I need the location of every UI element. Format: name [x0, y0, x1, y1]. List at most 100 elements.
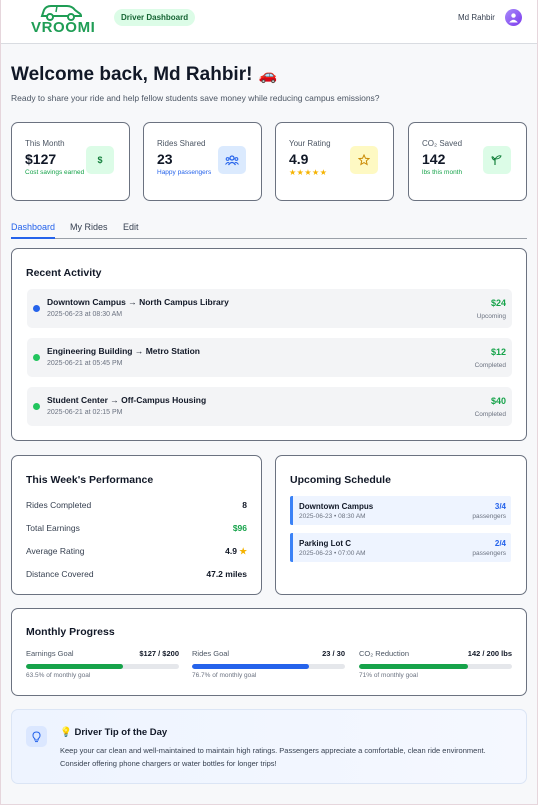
avatar[interactable]: [505, 9, 522, 26]
section-title: Upcoming Schedule: [290, 474, 391, 486]
goal-label: Rides Goal: [192, 649, 230, 658]
schedule-item[interactable]: Downtown Campus 2025-06-23 • 08:30 AM 3/…: [290, 496, 511, 525]
goal-value: 142 / 200 lbs: [467, 649, 512, 658]
stat-card-co2-saved: CO₂ Saved 142 lbs this month: [408, 122, 527, 201]
ride-status: Completed: [474, 411, 506, 418]
progress-bar: [359, 664, 512, 669]
monthly-progress-card: Monthly Progress Earnings Goal $127 / $2…: [11, 608, 527, 696]
performance-card: This Week's Performance Rides Completed …: [11, 455, 262, 595]
car-logo-icon: [40, 5, 83, 21]
welcome-title: Welcome back, Md Rahbir! 🚗: [11, 64, 277, 86]
star-icon: [350, 146, 378, 174]
perf-row: Rides Completed 8: [26, 500, 247, 510]
perf-label: Total Earnings: [26, 523, 80, 533]
tab-my-rides[interactable]: My Rides: [70, 222, 108, 232]
car-emoji-icon: 🚗: [258, 67, 278, 84]
list-item[interactable]: Engineering Building → Metro Station 202…: [27, 338, 512, 377]
schedule-location: Downtown Campus: [299, 502, 374, 511]
stat-value: 142: [422, 151, 446, 167]
lightbulb-icon: [26, 726, 47, 747]
stat-note: Happy passengers: [157, 169, 212, 176]
stat-value: 4.9: [289, 151, 309, 167]
dollar-icon: $: [86, 146, 114, 174]
star-icon: ★: [239, 546, 247, 556]
schedule-item[interactable]: Parking Lot C 2025-06-23 • 07:00 AM 2/4 …: [290, 533, 511, 562]
ride-route: Downtown Campus → North Campus Library: [47, 297, 229, 307]
passenger-unit: passengers: [472, 550, 506, 557]
schedule-time: 2025-06-23 • 08:30 AM: [299, 513, 366, 520]
ride-route: Student Center → Off-Campus Housing: [47, 395, 207, 405]
welcome-subtitle: Ready to share your ride and help fellow…: [11, 93, 380, 103]
stat-label: CO₂ Saved: [422, 139, 463, 148]
ride-route: Engineering Building → Metro Station: [47, 346, 200, 356]
ride-amount: $40: [490, 396, 506, 406]
tip-title-text: Driver Tip of the Day: [74, 727, 168, 738]
ride-status: Completed: [474, 362, 506, 369]
rating-stars: ★★★★★: [289, 168, 328, 177]
goal-percent: 71% of monthly goal: [359, 672, 418, 679]
status-dot: [33, 403, 40, 410]
list-item[interactable]: Downtown Campus → North Campus Library 2…: [27, 289, 512, 328]
stat-label: Your Rating: [289, 139, 331, 148]
stat-label: This Month: [25, 139, 65, 148]
stat-card-this-month: This Month $127 Cost savings earned $: [11, 122, 130, 201]
passenger-count: 3/4: [494, 502, 506, 511]
ride-time: 2025-06-21 at 02:15 PM: [47, 409, 123, 416]
brand-name[interactable]: VROOMI: [31, 19, 96, 36]
goal-label: CO₂ Reduction: [359, 649, 410, 658]
tab-dashboard[interactable]: Dashboard: [11, 221, 56, 239]
welcome-text: Welcome back, Md Rahbir!: [11, 64, 253, 85]
perf-row: Total Earnings $96: [26, 523, 247, 533]
tip-text: Keep your car clean and well-maintained …: [60, 746, 486, 768]
perf-label: Distance Covered: [26, 569, 94, 579]
progress-fill: [26, 664, 124, 669]
user-icon: [509, 13, 518, 23]
progress-fill: [192, 664, 310, 669]
passenger-count: 2/4: [494, 539, 506, 548]
progress-bar: [192, 664, 345, 669]
ride-time: 2025-06-21 at 05:45 PM: [47, 360, 123, 367]
perf-value: 8: [242, 500, 247, 510]
top-header: VROOMI Driver Dashboard Md Rahbir: [1, 0, 537, 44]
goal-percent: 63.5% of monthly goal: [26, 672, 91, 679]
stat-note: Cost savings earned: [25, 169, 85, 176]
perf-row: Average Rating 4.9 ★: [26, 546, 247, 556]
status-dot: [33, 305, 40, 312]
ride-amount: $12: [490, 347, 506, 357]
bulb-emoji-icon: 💡: [60, 727, 72, 738]
stat-card-your-rating: Your Rating 4.9 ★★★★★: [275, 122, 394, 201]
section-title: This Week's Performance: [26, 474, 154, 486]
ride-time: 2025-06-23 at 08:30 AM: [47, 311, 123, 318]
section-title: Monthly Progress: [26, 626, 115, 638]
ride-status: Upcoming: [476, 313, 506, 320]
progress-bar: [26, 664, 179, 669]
perf-value: $96: [232, 523, 247, 533]
stat-value: $127: [25, 151, 57, 167]
perf-label: Average Rating: [26, 546, 85, 556]
perf-value: 47.2 miles: [206, 569, 247, 579]
recent-activity-card: Recent Activity Downtown Campus → North …: [11, 248, 527, 441]
list-item[interactable]: Student Center → Off-Campus Housing 2025…: [27, 387, 512, 426]
progress-fill: [359, 664, 468, 669]
stat-note: lbs this month: [422, 169, 463, 176]
goal-value: $127 / $200: [139, 649, 179, 658]
stat-value: 23: [157, 151, 173, 167]
goal-value: 23 / 30: [322, 649, 345, 658]
schedule-time: 2025-06-23 • 07:00 AM: [299, 550, 366, 557]
group-icon: [218, 146, 246, 174]
schedule-location: Parking Lot C: [299, 539, 352, 548]
user-name[interactable]: Md Rahbir: [458, 13, 495, 22]
status-dot: [33, 354, 40, 361]
perf-label: Rides Completed: [26, 500, 92, 510]
driver-tip-card: 💡 Driver Tip of the Day Keep your car cl…: [11, 709, 527, 784]
stat-card-rides-shared: Rides Shared 23 Happy passengers: [143, 122, 262, 201]
stat-label: Rides Shared: [157, 139, 206, 148]
goal-percent: 76.7% of monthly goal: [192, 672, 257, 679]
ride-amount: $24: [490, 298, 506, 308]
tip-title: 💡 Driver Tip of the Day: [60, 727, 167, 738]
tab-edit[interactable]: Edit: [123, 222, 139, 232]
perf-value: 4.9 ★: [225, 546, 247, 557]
tab-bar: Dashboard My Rides Edit: [11, 221, 527, 239]
perf-row: Distance Covered 47.2 miles: [26, 569, 247, 579]
rating-value: 4.9: [225, 546, 237, 556]
